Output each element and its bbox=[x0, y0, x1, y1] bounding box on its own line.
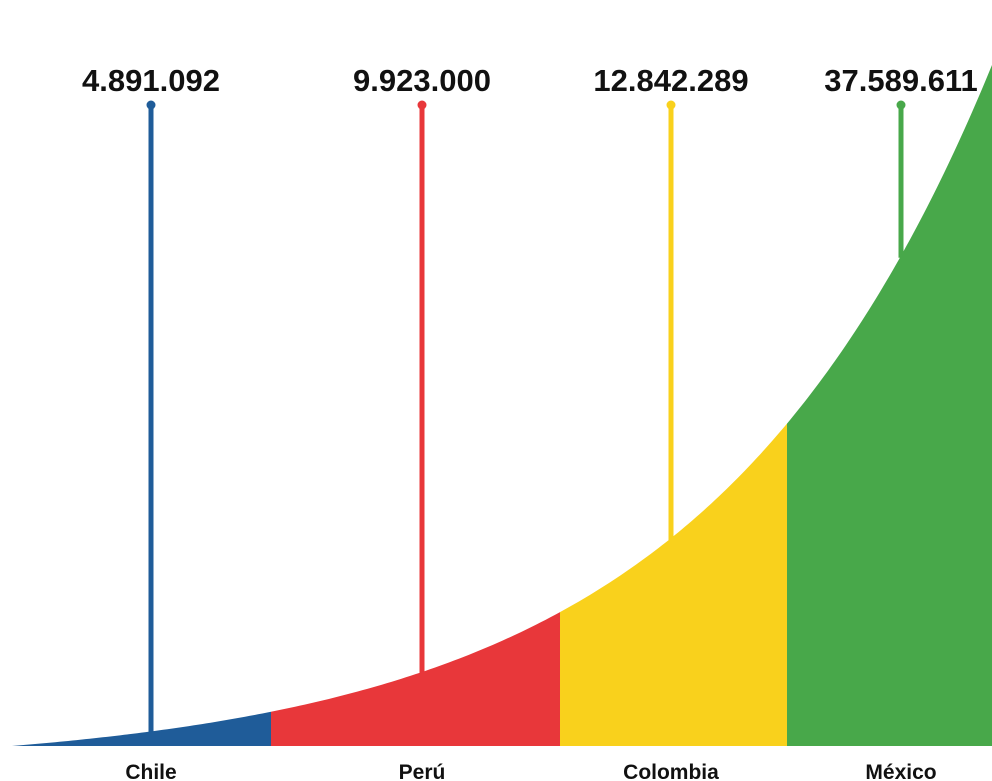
leader-dot-peru bbox=[417, 100, 427, 110]
area-segment-mexico bbox=[787, 65, 992, 746]
value-labels: 4.891.092 9.923.000 12.842.289 37.589.611 bbox=[82, 63, 978, 98]
leader-dot-mexico bbox=[896, 100, 906, 110]
area-segments bbox=[12, 65, 992, 746]
value-label-peru: 9.923.000 bbox=[353, 63, 491, 98]
leader-dot-chile bbox=[146, 100, 156, 110]
area-segment-chile bbox=[12, 711, 271, 746]
leader-lines bbox=[146, 100, 906, 734]
category-label-mexico: México bbox=[865, 761, 936, 781]
value-label-colombia: 12.842.289 bbox=[593, 63, 748, 98]
value-label-chile: 4.891.092 bbox=[82, 63, 220, 98]
leader-dot-colombia bbox=[666, 100, 676, 110]
area-segment-peru bbox=[271, 612, 560, 746]
category-labels: Chile Perú Colombia México bbox=[125, 761, 936, 781]
category-label-peru: Perú bbox=[399, 761, 446, 781]
category-label-colombia: Colombia bbox=[623, 761, 719, 781]
category-label-chile: Chile bbox=[125, 761, 176, 781]
value-label-mexico: 37.589.611 bbox=[824, 63, 977, 98]
area-segment-colombia bbox=[560, 423, 787, 746]
